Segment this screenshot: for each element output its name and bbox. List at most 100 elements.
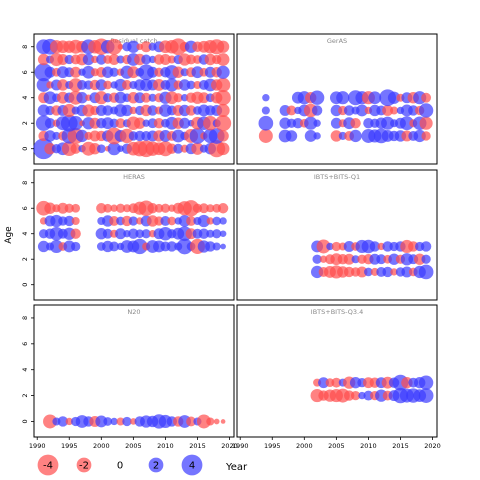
residual-point — [52, 131, 61, 140]
legend-label: 2 — [153, 461, 159, 472]
residual-point — [313, 119, 321, 127]
residual-point — [216, 142, 230, 156]
x-tick-label: 2010 — [157, 442, 174, 450]
residual-point — [292, 118, 304, 129]
x-tick-label: 2000 — [93, 442, 110, 450]
residual-point — [178, 79, 191, 91]
panel-title: HERAS — [123, 173, 145, 181]
residual-point — [109, 67, 119, 77]
panel-frame — [236, 304, 438, 438]
x-tick-label: 2015 — [392, 442, 409, 450]
residual-point — [258, 115, 274, 131]
residual-point — [95, 415, 108, 428]
panel-title: N20 — [127, 308, 140, 316]
residual-point — [198, 228, 210, 239]
residual-point — [95, 79, 108, 91]
residual-point — [71, 203, 81, 213]
residual-point — [212, 242, 221, 251]
residual-point — [70, 228, 81, 239]
residual-point — [219, 217, 227, 225]
residual-point — [57, 79, 69, 91]
legend-bubble — [37, 454, 59, 476]
residual-point — [198, 92, 210, 104]
residual-point — [215, 115, 232, 132]
x-tick-label: 1995 — [264, 442, 281, 450]
residual-point — [96, 54, 107, 65]
legend-label: 4 — [189, 461, 195, 472]
residual-point — [116, 55, 125, 64]
residual-point — [418, 264, 434, 280]
residual-point — [215, 77, 231, 93]
residual-point — [37, 53, 50, 66]
residual-point — [179, 117, 191, 129]
residual-point — [420, 241, 432, 252]
legend-label: -2 — [79, 461, 89, 472]
residual-point — [116, 417, 125, 426]
residual-point — [191, 66, 204, 79]
y-tick-label: 8 — [21, 181, 29, 185]
residual-point — [115, 203, 126, 213]
residual-point — [216, 65, 230, 79]
x-tick-label: 1990 — [29, 442, 46, 450]
residual-point — [154, 203, 164, 213]
residual-point — [44, 118, 56, 129]
residual-point — [318, 377, 329, 389]
residual-point — [44, 66, 56, 78]
residual-point — [110, 417, 118, 426]
residual-point — [390, 268, 398, 276]
residual-point — [350, 390, 361, 401]
y-tick-label: 2 — [21, 257, 29, 261]
residual-point — [219, 230, 227, 238]
x-tick-label: 2000 — [296, 442, 313, 450]
panel-frame — [33, 304, 235, 438]
residual-point — [110, 204, 118, 212]
residual-point — [216, 103, 230, 118]
residual-point — [128, 216, 139, 226]
residual-point — [147, 203, 158, 214]
panel-geras: GerAS — [236, 33, 438, 165]
residual-point — [62, 103, 76, 118]
residual-point — [108, 54, 120, 65]
residual-point — [160, 216, 171, 226]
y-tick-label: 4 — [21, 368, 29, 372]
residual-point — [381, 116, 395, 130]
residual-point — [153, 118, 165, 129]
residual-point — [70, 143, 81, 154]
residual-point — [160, 203, 171, 213]
y-tick-label: 6 — [21, 342, 29, 346]
residual-point — [311, 105, 323, 116]
residual-point — [421, 92, 432, 103]
residual-point — [44, 202, 56, 214]
residual-point — [57, 416, 69, 427]
x-axis-title: Year — [225, 462, 248, 473]
residual-point — [115, 228, 126, 240]
residual-point — [206, 229, 215, 238]
residual-point — [44, 130, 56, 142]
residual-point — [141, 92, 152, 103]
panel-frame — [236, 33, 438, 165]
residual-point — [127, 66, 140, 79]
panel-residual-catch: Residual catch — [33, 33, 235, 165]
legend-bubble — [181, 454, 203, 476]
panel-ibts-bits-q3-4: IBTS+BITS-Q3.4 — [236, 304, 438, 438]
residual-point — [96, 144, 106, 154]
panel-frame — [33, 169, 235, 301]
residual-point — [147, 105, 158, 116]
residual-point — [103, 80, 113, 90]
residual-point — [96, 203, 107, 214]
residual-point — [331, 241, 342, 252]
legend-label: -4 — [43, 461, 53, 472]
residual-point — [343, 253, 355, 265]
residual-point — [331, 377, 342, 388]
residual-point — [186, 416, 196, 427]
x-tick-label: 2015 — [189, 442, 206, 450]
x-tick-label: 2005 — [125, 442, 142, 450]
panel-title: GerAS — [327, 37, 347, 45]
residual-point — [122, 416, 132, 427]
panel-ibts-bits-q1: IBTS+BITS-Q1 — [236, 169, 438, 301]
y-axis-title: Age — [4, 226, 14, 244]
y-tick-label: 8 — [21, 316, 29, 320]
residual-point — [103, 417, 113, 426]
residual-point — [216, 53, 230, 66]
y-tick-label: 0 — [21, 283, 29, 287]
